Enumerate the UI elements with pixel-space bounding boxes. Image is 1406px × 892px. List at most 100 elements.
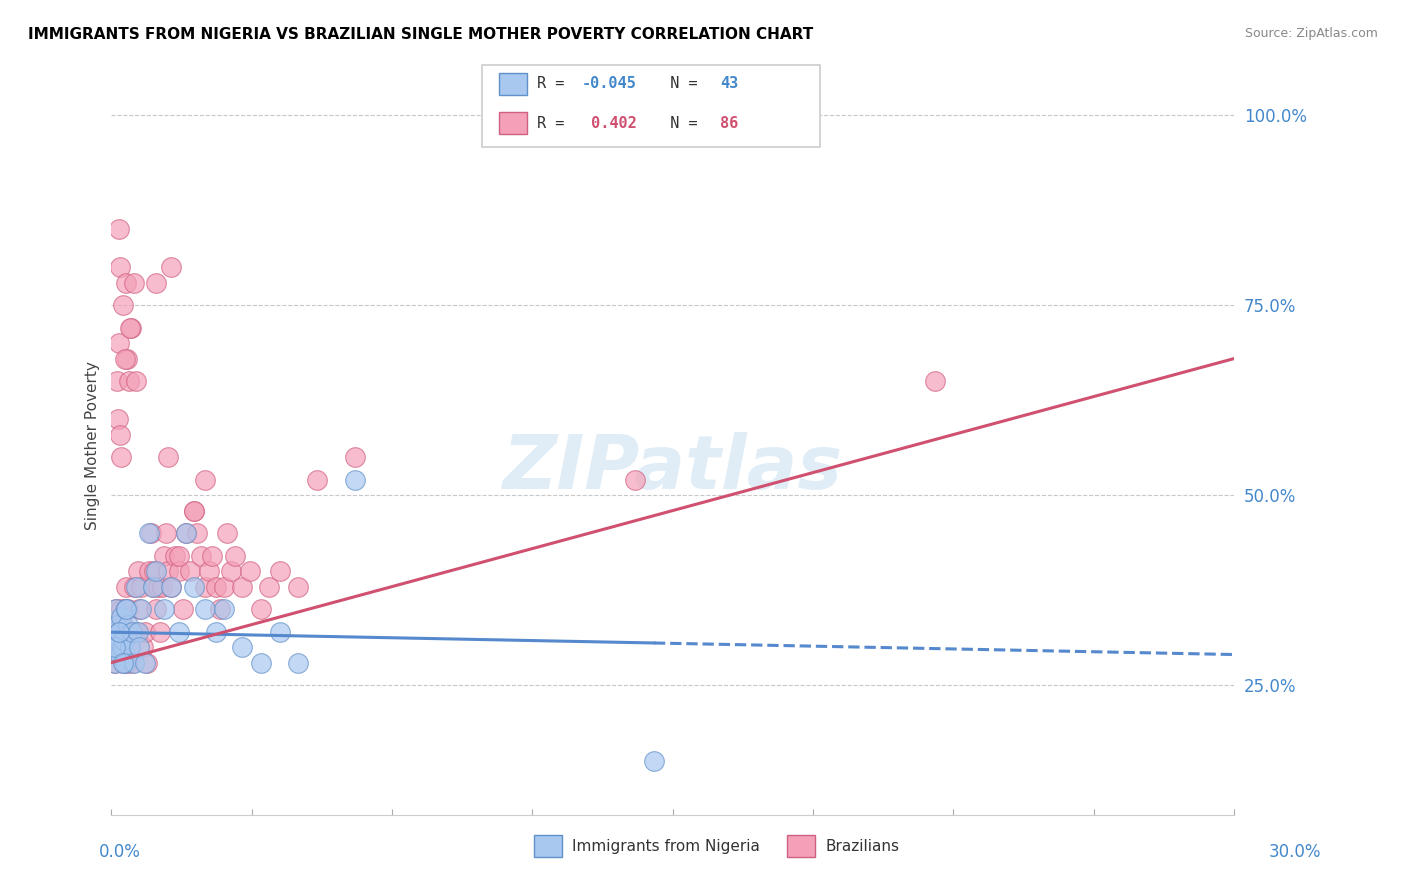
Point [104,602,127,616]
Point [307,473,329,487]
Point [183,580,205,594]
Point [163,549,186,564]
Text: -0.045: -0.045 [582,77,637,91]
Text: Brazilians: Brazilians [825,839,900,854]
Point [110,610,132,624]
Point [110,602,132,616]
Point [643,755,665,769]
Point [103,625,125,640]
Point [118,625,141,640]
Point [343,450,366,465]
Point [343,473,366,487]
Text: N =: N = [652,77,707,91]
Point [134,656,156,670]
Point [108,222,131,236]
Point [257,580,280,594]
Point [287,580,309,594]
Point [148,580,170,594]
Point [108,260,131,275]
Text: ZIPatlas: ZIPatlas [503,432,842,505]
Point [190,549,212,564]
Point [152,549,174,564]
Point [121,625,143,640]
Point [152,602,174,616]
Point [115,602,138,616]
Point [104,656,127,670]
Point [231,640,253,655]
Point [142,580,165,594]
Text: 43: 43 [720,77,738,91]
Point [239,565,262,579]
Point [134,625,156,640]
Point [107,632,129,647]
Point [120,321,142,335]
Point [125,375,148,389]
Text: IMMIGRANTS FROM NIGERIA VS BRAZILIAN SINGLE MOTHER POVERTY CORRELATION CHART: IMMIGRANTS FROM NIGERIA VS BRAZILIAN SIN… [28,27,813,42]
Point [167,549,190,564]
Text: R =: R = [537,116,574,130]
Point [145,602,167,616]
Point [111,632,134,647]
Point [111,298,134,312]
Point [114,602,136,616]
Y-axis label: Single Mother Poverty: Single Mother Poverty [86,361,100,531]
Text: R =: R = [537,77,574,91]
Point [186,526,208,541]
Point [122,580,145,594]
Point [160,580,183,594]
Point [160,260,183,275]
Point [131,602,153,616]
Point [250,602,273,616]
Text: 0.402: 0.402 [582,116,637,130]
Point [172,602,194,616]
Point [149,625,172,640]
Point [197,565,219,579]
Point [122,276,145,290]
Point [131,580,153,594]
Point [143,565,166,579]
Point [114,580,136,594]
Point [105,617,128,632]
Point [107,412,129,426]
Point [120,640,142,655]
Text: 0.0%: 0.0% [98,843,141,861]
Point [217,526,239,541]
Point [111,640,134,655]
Point [128,640,150,655]
Point [212,580,235,594]
Point [167,625,190,640]
Point [118,375,141,389]
Point [103,640,125,655]
Point [111,656,134,670]
Point [107,632,129,647]
Point [114,276,136,290]
Point [205,625,228,640]
Point [194,473,217,487]
Point [108,336,131,351]
Point [156,450,179,465]
Point [108,625,131,640]
Point [127,565,149,579]
Point [205,580,228,594]
Point [145,565,167,579]
Point [132,640,155,655]
Point [183,503,205,517]
Text: Source: ZipAtlas.com: Source: ZipAtlas.com [1244,27,1378,40]
Point [125,580,148,594]
Point [117,602,139,616]
Point [120,321,142,335]
Point [114,656,136,670]
Point [269,565,291,579]
Point [145,276,167,290]
Point [127,625,149,640]
Point [201,549,224,564]
Point [624,473,647,487]
Point [136,656,159,670]
Point [115,602,138,616]
Text: 30.0%: 30.0% [1270,843,1322,861]
Point [105,617,128,632]
Point [156,565,179,579]
Point [115,656,138,670]
Point [117,617,139,632]
Point [120,640,142,655]
